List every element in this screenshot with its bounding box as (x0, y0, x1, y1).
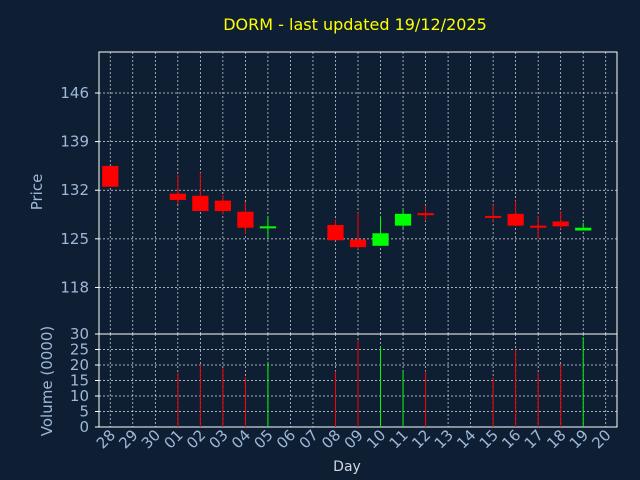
candle-body (394, 213, 412, 226)
price-panel: 146 139 132 125 118 (60, 51, 618, 335)
price-tick-label: 118 (60, 278, 89, 296)
volume-tick-label: 30 (70, 325, 89, 343)
candle-body (507, 213, 524, 226)
volume-axis-label: Volume (0000) (38, 326, 56, 436)
candle-body (372, 233, 389, 246)
candle-body (552, 221, 569, 227)
x-axis: 2829300102030405060708091011121314151617… (93, 426, 615, 452)
volume-tick-label: 5 (79, 403, 89, 421)
candle-body (214, 200, 231, 212)
volume-tick-label: 10 (70, 387, 89, 405)
volume-tick-label: 15 (70, 372, 89, 390)
volume-tick-label: 0 (79, 418, 89, 436)
candle-body (417, 213, 434, 216)
candle-body (192, 195, 209, 212)
volume-tick-label: 20 (70, 356, 89, 374)
candle-body (327, 224, 344, 241)
chart-title: DORM - last updated 19/12/2025 (223, 15, 487, 34)
price-axis-label: Price (28, 174, 46, 211)
x-axis-label: Day (333, 459, 361, 475)
candle-body (259, 226, 277, 229)
price-tick-label: 132 (60, 181, 89, 199)
price-tick-label: 139 (60, 133, 89, 151)
candle-body (169, 193, 186, 200)
candle-body (237, 211, 254, 228)
candle-body (530, 225, 547, 228)
price-tick-label: 146 (60, 84, 89, 102)
candle-body (575, 227, 592, 231)
candle-body (485, 215, 502, 218)
price-tick-label: 125 (60, 230, 89, 248)
candle-body (349, 239, 367, 248)
volume-tick-label: 25 (70, 341, 89, 359)
candle-body (102, 165, 119, 187)
x-tick-label: 20 (588, 426, 614, 452)
